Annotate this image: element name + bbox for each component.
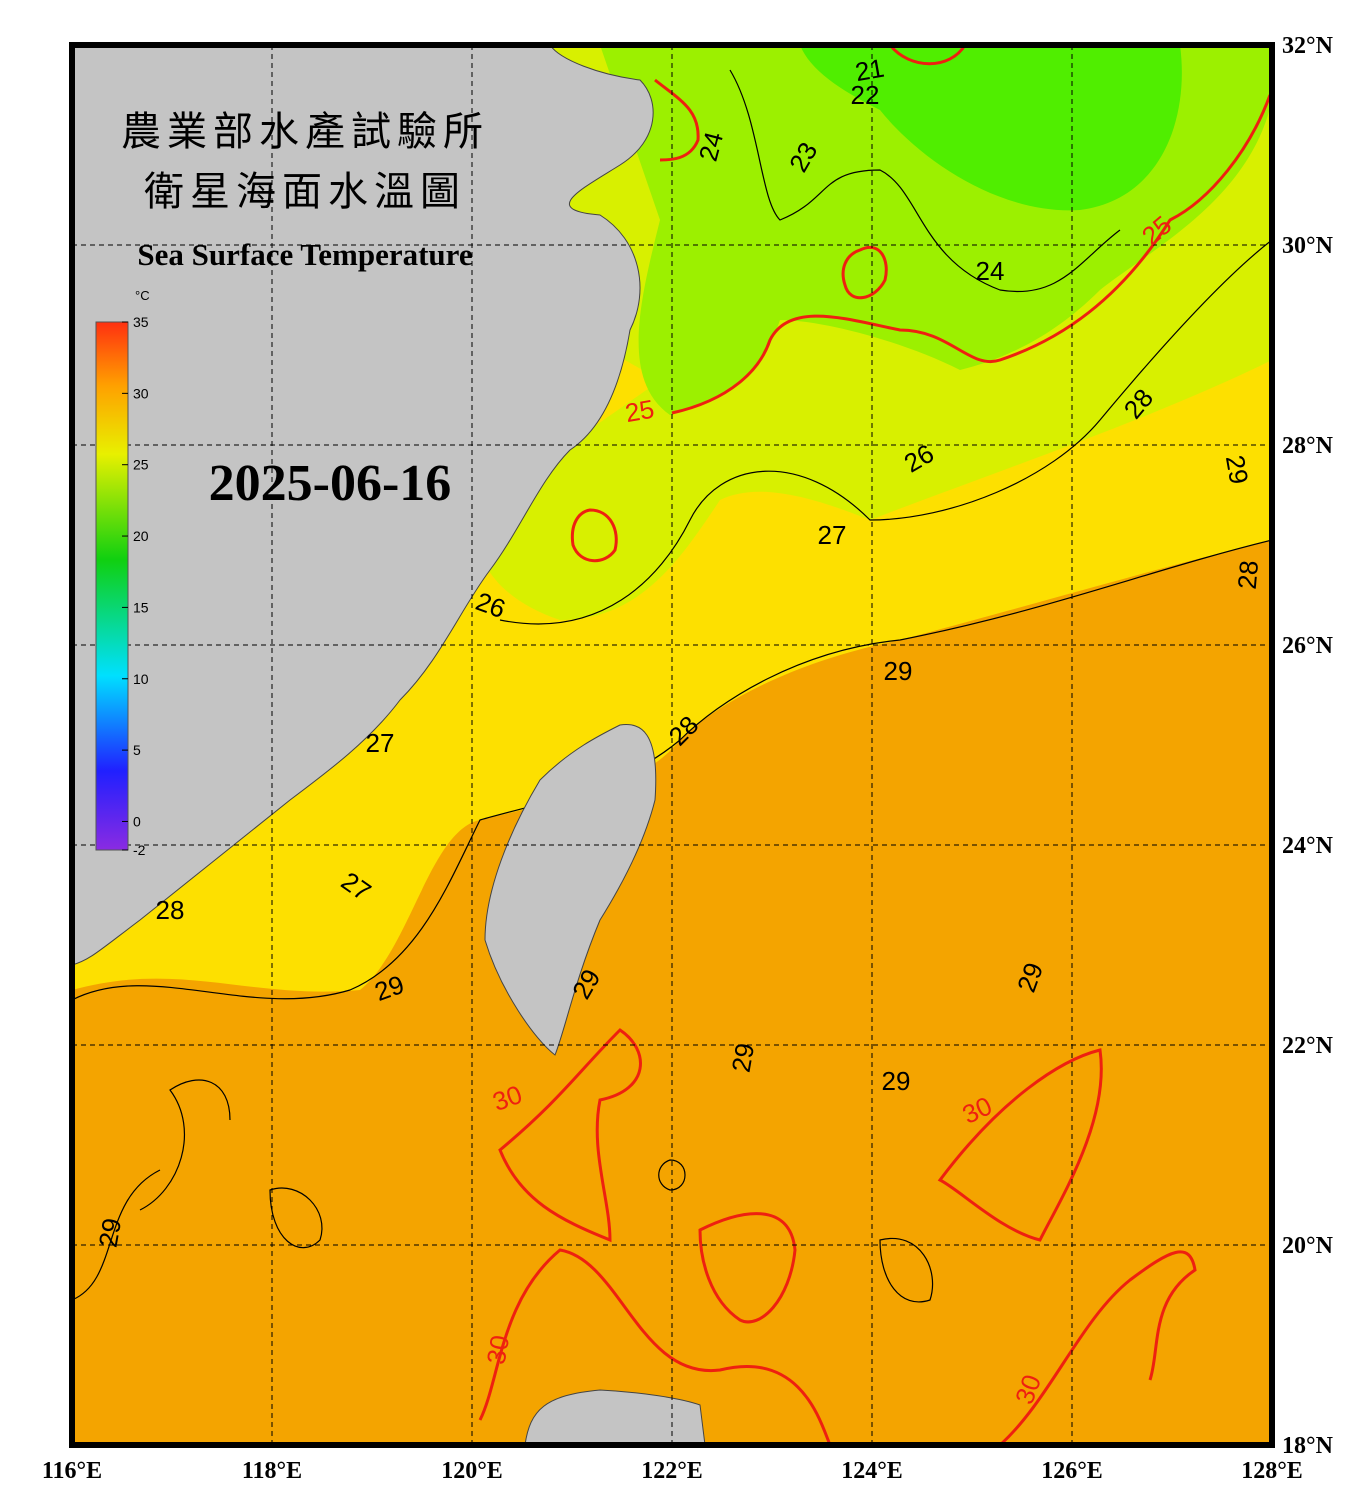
lon-tick-label: 124°E <box>841 1458 903 1484</box>
lat-tick-label: 28°N <box>1282 433 1334 459</box>
lat-tick-label: 20°N <box>1282 1233 1334 1259</box>
colorbar-tick-label: 30 <box>133 385 149 401</box>
contour-label: 29 <box>884 656 913 686</box>
lat-tick-label: 32°N <box>1282 33 1334 59</box>
lon-tick-label: 128°E <box>1241 1458 1303 1484</box>
contour-label: 29 <box>882 1066 911 1096</box>
colorbar-tick-label: 35 <box>133 314 149 330</box>
map-frame <box>69 42 1275 1448</box>
lon-tick-label: 122°E <box>641 1458 703 1484</box>
contour-label: 27 <box>818 520 847 550</box>
contour-label: 24 <box>976 256 1005 286</box>
contour-label: 28 <box>1232 559 1264 590</box>
title-zh-1: 農業部水產試驗所 <box>121 109 489 155</box>
title-zh-2: 衛星海面水溫圖 <box>144 169 466 215</box>
land-taiwan <box>484 723 657 1056</box>
colorbar-unit: °C <box>135 288 150 303</box>
contour-label: 27 <box>366 728 395 758</box>
land-china <box>72 45 654 966</box>
axis-labels: 116°E 118°E 120°E 122°E 124°E 126°E 128°E18°N 2… <box>42 33 1334 1484</box>
sea-darkgreen <box>800 45 1182 211</box>
date: 2025-06-16 <box>209 455 452 512</box>
colorbar-tick-label: 25 <box>133 457 149 473</box>
isotherms-red <box>478 45 1272 1445</box>
colorbar <box>95 321 129 851</box>
lon-tick-label: 120°E <box>441 1458 503 1484</box>
lat-tick-label: 30°N <box>1282 233 1334 259</box>
graticule <box>72 45 1272 1445</box>
contour-label: 29 <box>93 1216 128 1250</box>
colorbar-tick-label: -2 <box>133 842 146 858</box>
lon-tick-label: 118°E <box>242 1458 302 1484</box>
colorbar-ticks: -2 0 5 10 15 20 25 30 35 <box>122 314 149 858</box>
contour-label: 21 <box>853 53 887 88</box>
colorbar-tick-label: 5 <box>133 742 141 758</box>
contour-label: 28 <box>156 895 185 925</box>
lat-tick-label: 18°N <box>1282 1433 1334 1459</box>
colorbar-tick-label: 10 <box>133 671 149 687</box>
contour-label: 22 <box>851 80 880 110</box>
lat-tick-label: 26°N <box>1282 633 1334 659</box>
contour-label: 30 <box>481 1333 516 1367</box>
title-en: Sea Surface Temperature <box>137 237 472 272</box>
lat-tick-label: 24°N <box>1282 833 1334 859</box>
lon-tick-label: 116°E <box>42 1458 102 1484</box>
land-luzon <box>524 1389 706 1445</box>
colorbar-tick-label: 0 <box>133 813 141 829</box>
lat-tick-label: 22°N <box>1282 1033 1334 1059</box>
lon-tick-label: 126°E <box>1041 1458 1103 1484</box>
contour-label: 29 <box>726 1041 761 1075</box>
colorbar-tick-label: 20 <box>133 528 149 544</box>
colorbar-tick-label: 15 <box>133 599 149 615</box>
contour-label: 29 <box>1220 453 1255 487</box>
contour-label: 25 <box>623 394 657 429</box>
